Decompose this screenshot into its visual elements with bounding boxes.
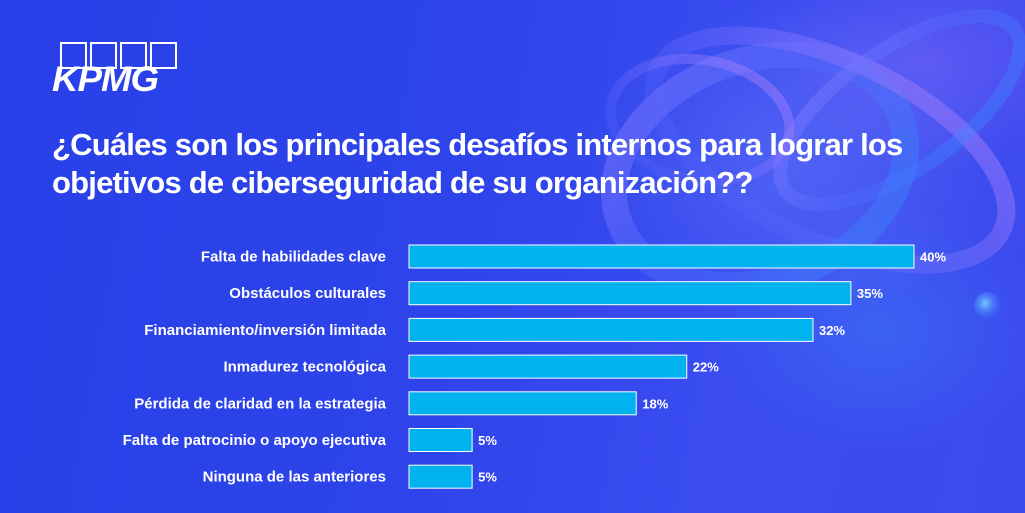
bar	[408, 317, 814, 342]
value-label: 40%	[920, 250, 946, 265]
logo-text: KPMG	[52, 60, 159, 99]
kpmg-logo: KPMG	[52, 42, 182, 99]
value-label: 35%	[857, 286, 883, 301]
bar	[408, 464, 473, 489]
category-label: Ninguna de las anteriores	[203, 469, 386, 486]
category-label: Falta de patrocinio o apoyo ejecutiva	[123, 432, 387, 449]
value-label: 32%	[819, 323, 845, 338]
category-label: Financiamiento/inversión limitada	[144, 322, 386, 339]
logo-boxes	[60, 42, 177, 69]
bar	[408, 391, 637, 416]
category-label: Obstáculos culturales	[229, 285, 386, 302]
bar	[408, 354, 688, 379]
value-label: 22%	[693, 360, 719, 375]
logo-box	[150, 42, 177, 69]
category-label: Inmadurez tecnológica	[223, 359, 386, 376]
logo-box	[90, 42, 117, 69]
bar	[408, 428, 473, 452]
value-label: 5%	[478, 433, 497, 448]
value-label: 5%	[478, 470, 497, 485]
category-label: Pérdida de claridad en la estrategia	[134, 395, 386, 412]
category-label: Falta de habilidades clave	[201, 249, 386, 266]
logo-box	[60, 42, 87, 69]
bar	[408, 244, 915, 269]
value-label: 18%	[642, 396, 668, 411]
chart-title: ¿Cuáles son los principales desafíos int…	[52, 127, 903, 200]
bar	[408, 281, 852, 306]
logo-box	[120, 42, 147, 69]
